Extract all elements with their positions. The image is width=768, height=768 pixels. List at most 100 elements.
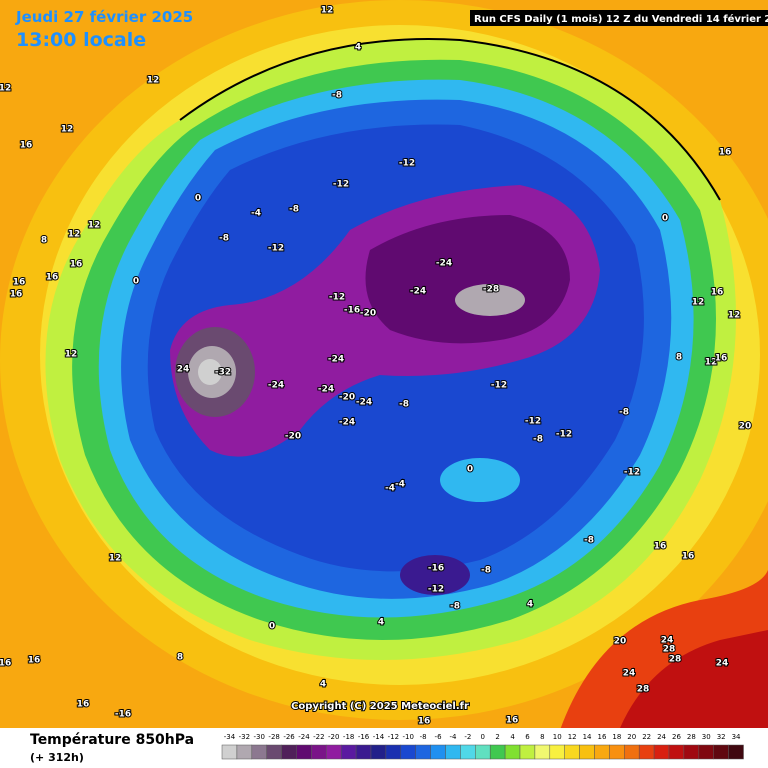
contour-label: 16 bbox=[506, 716, 519, 726]
colorbar-swatch bbox=[355, 744, 372, 760]
run-info: Run CFS Daily (1 mois) 12 Z du Vendredi … bbox=[474, 13, 768, 25]
colorbar-swatch bbox=[340, 744, 357, 760]
contour-label: -16 bbox=[115, 710, 131, 720]
contour-label: 12 bbox=[692, 298, 705, 308]
colorbar-label: -16 bbox=[358, 733, 370, 741]
colorbar-label: 18 bbox=[612, 733, 621, 741]
colorbar-label: 4 bbox=[510, 733, 515, 741]
contour-label: -24 bbox=[328, 355, 344, 365]
colorbar-label: 8 bbox=[540, 733, 544, 741]
contour-label: 16 bbox=[20, 141, 33, 151]
colorbar-label: -18 bbox=[343, 733, 354, 741]
colorbar-swatch bbox=[728, 744, 744, 760]
colorbar-swatch bbox=[579, 744, 595, 760]
contour-label: 16 bbox=[46, 273, 59, 283]
contour-label: -8 bbox=[332, 91, 342, 101]
contour-label: 24 bbox=[623, 669, 636, 679]
contour-label: -12 bbox=[428, 585, 444, 595]
contour-label: -28 bbox=[483, 285, 499, 295]
colorbar-swatch bbox=[400, 744, 416, 760]
contour-label: 16 bbox=[719, 148, 732, 158]
colorbar-swatch bbox=[311, 744, 327, 760]
contour-label: 0 bbox=[269, 622, 275, 632]
field-title: Température 850hPa bbox=[30, 732, 194, 748]
contour-label: 0 bbox=[133, 277, 139, 287]
lead-time: (+ 312h) bbox=[30, 751, 84, 764]
contour-label: 0 bbox=[662, 214, 668, 224]
contour-label: 16 bbox=[711, 288, 724, 298]
contour-label: 12 bbox=[147, 76, 160, 86]
colorbar-label: 12 bbox=[568, 733, 577, 741]
colorbar-swatch bbox=[460, 744, 476, 760]
colorbar-swatch bbox=[415, 744, 431, 760]
contour-label: 16 bbox=[0, 659, 11, 669]
colorbar-label: 24 bbox=[657, 733, 666, 741]
colorbar-label: -4 bbox=[449, 733, 457, 741]
colorbar-label: 26 bbox=[672, 733, 681, 741]
contour-label: -24 bbox=[339, 418, 355, 428]
colorbar-swatch bbox=[504, 744, 521, 760]
forecast-time: 13:00 locale bbox=[16, 29, 146, 51]
contour-label: 24 bbox=[661, 636, 674, 646]
contour-label: -20 bbox=[339, 393, 355, 403]
contour-label: 16 bbox=[682, 552, 695, 562]
colorbar-swatch bbox=[445, 744, 461, 760]
colorbar-label: -28 bbox=[268, 733, 279, 741]
contour-label: 4 bbox=[355, 43, 361, 53]
copyright: Copyright (C) 2025 Meteociel.fr bbox=[291, 701, 469, 712]
contour-label: -8 bbox=[450, 602, 460, 612]
contour-label: -20 bbox=[360, 309, 376, 319]
contour-label: 4 bbox=[378, 618, 384, 628]
contour-label: 16 bbox=[654, 542, 667, 552]
colorbar-swatch bbox=[564, 744, 580, 760]
contour-label: 4 bbox=[320, 680, 326, 690]
contour-label: -32 bbox=[215, 368, 231, 378]
run-banner bbox=[470, 10, 768, 26]
colorbar-label: 16 bbox=[597, 733, 606, 741]
colorbar-swatch bbox=[489, 744, 506, 760]
colorbar-swatch bbox=[221, 744, 238, 760]
contour-label: 16 bbox=[70, 260, 83, 270]
contour-label: -12 bbox=[329, 293, 345, 303]
contour-label: 24 bbox=[716, 659, 729, 669]
contour-label: 12 bbox=[88, 221, 101, 231]
colorbar: -34 -32 -30 -28 -26 -24 -22 -20 -18 -16 -14 -12 -10-… bbox=[221, 733, 744, 760]
colorbar-swatch bbox=[594, 744, 610, 760]
colorbar-swatch bbox=[475, 744, 491, 760]
colorbar-swatch bbox=[683, 744, 700, 760]
contour-label: -12 bbox=[525, 417, 541, 427]
colorbar-label: 6 bbox=[525, 733, 530, 741]
colorbar-label: 10 bbox=[553, 733, 562, 741]
contour-label: 28 bbox=[669, 655, 682, 665]
colorbar-label: 32 bbox=[717, 733, 726, 741]
colorbar-label: 30 bbox=[702, 733, 711, 741]
colorbar-swatch bbox=[385, 744, 402, 760]
colorbar-swatch bbox=[698, 744, 714, 760]
contour-label: 12 bbox=[61, 125, 74, 135]
colorbar-label: -32 bbox=[239, 733, 250, 741]
colorbar-swatch bbox=[668, 744, 685, 760]
colorbar-label: -22 bbox=[313, 733, 324, 741]
contour-label: -24 bbox=[410, 287, 426, 297]
contour-label: 16 bbox=[28, 656, 41, 666]
colorbar-label: -24 bbox=[298, 733, 310, 741]
contour-label: 16 bbox=[77, 700, 90, 710]
contour-label: 8 bbox=[676, 353, 682, 363]
contour-label: -12 bbox=[268, 244, 284, 254]
contour-label: -8 bbox=[619, 408, 629, 418]
colorbar-swatch bbox=[296, 744, 312, 760]
colorbar-label: 20 bbox=[627, 733, 636, 741]
contour-label: 16 bbox=[418, 717, 431, 727]
contour-label: -8 bbox=[289, 205, 299, 215]
colorbar-swatch bbox=[519, 744, 536, 760]
contour-label: 12 bbox=[68, 230, 81, 240]
contour-label: 12 bbox=[0, 84, 11, 94]
colorbar-label: -10 bbox=[403, 733, 414, 741]
colorbar-label: 14 bbox=[583, 733, 592, 741]
contour-label: -12 bbox=[491, 381, 507, 391]
contour-label: -12 bbox=[399, 159, 415, 169]
colorbar-label: -30 bbox=[254, 733, 265, 741]
colorbar-label: -2 bbox=[464, 733, 471, 741]
contour-label: -8 bbox=[533, 435, 543, 445]
contour-label: 12 bbox=[705, 358, 718, 368]
